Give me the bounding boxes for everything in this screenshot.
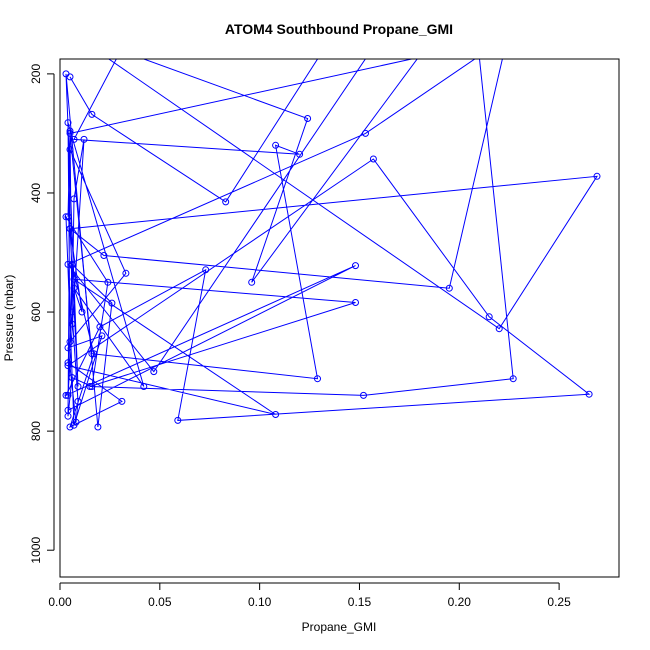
y-tick-label: 800 [29,421,43,441]
data-point [222,198,230,206]
data-point [74,397,82,405]
y-axis-label: Pressure (mbar) [2,275,16,362]
data-point [62,213,70,221]
data-point [94,423,102,431]
data-point [86,383,94,390]
data-point [118,397,126,405]
chart-title: ATOM4 Southbound Propane_GMI [225,21,453,37]
y-tick-label: 600 [29,302,43,322]
data-point [352,299,359,306]
data-point [296,150,304,158]
data-point [62,70,70,78]
data-point [90,350,98,358]
data-point [360,391,367,399]
data-point [304,115,312,122]
data-point [70,284,78,292]
data-point [64,391,72,399]
data-point [66,127,74,135]
x-tick-label: 0.10 [248,595,272,609]
x-tick-label: 0.00 [48,595,72,609]
data-point [88,110,96,118]
data-point [78,308,86,316]
data-point [64,359,72,367]
data-point [314,375,321,383]
y-tick-label: 200 [29,64,43,84]
data-point [66,423,74,431]
data-point [585,390,593,398]
data-point [80,135,88,143]
data-point [68,260,76,268]
data-point [70,195,78,203]
data-point [72,418,80,426]
x-tick-label: 0.25 [547,595,571,609]
data-point [100,252,108,259]
data-point [272,141,280,149]
data-point [352,262,359,270]
data-point [140,383,148,390]
data-point [88,383,96,390]
data-point [66,338,74,346]
plot-clipped-group [62,59,601,431]
data-point [369,155,377,163]
data-point [68,308,76,316]
data-point [485,313,493,321]
y-tick-label: 400 [29,183,43,203]
data-point [62,391,70,399]
data-point [68,320,76,328]
data-point [104,278,112,286]
data-point [272,411,280,418]
data-point [64,344,72,352]
x-axis-label: Propane_GMI [302,620,377,634]
data-point [64,213,72,221]
data-point [362,129,369,137]
data-point [174,416,182,424]
data-point [108,299,116,307]
data-point [593,172,601,180]
x-tick-label: 0.05 [148,595,172,609]
data-point [68,374,76,381]
data-point [66,225,74,233]
data-point [64,119,72,127]
data-point [74,383,82,390]
data-point [202,266,210,274]
data-point [64,412,72,420]
axes: 0.00 0.05 0.10 0.15 0.20 0.25 1000 800 600 400 200 [29,58,620,609]
series-line [64,59,598,421]
plot-frame [59,58,620,578]
plot-area [62,59,601,431]
series-line [65,73,145,428]
data-point [122,269,130,277]
x-tick-label: 0.15 [348,595,372,609]
x-tick-label: 0.20 [448,595,472,609]
y-tick-label: 1000 [29,537,43,564]
data-point [445,284,453,292]
data-point [98,332,106,340]
data-point [248,278,256,286]
data-point [509,375,517,383]
data-point [66,146,74,153]
data-point [495,325,503,333]
data-point [150,368,158,376]
